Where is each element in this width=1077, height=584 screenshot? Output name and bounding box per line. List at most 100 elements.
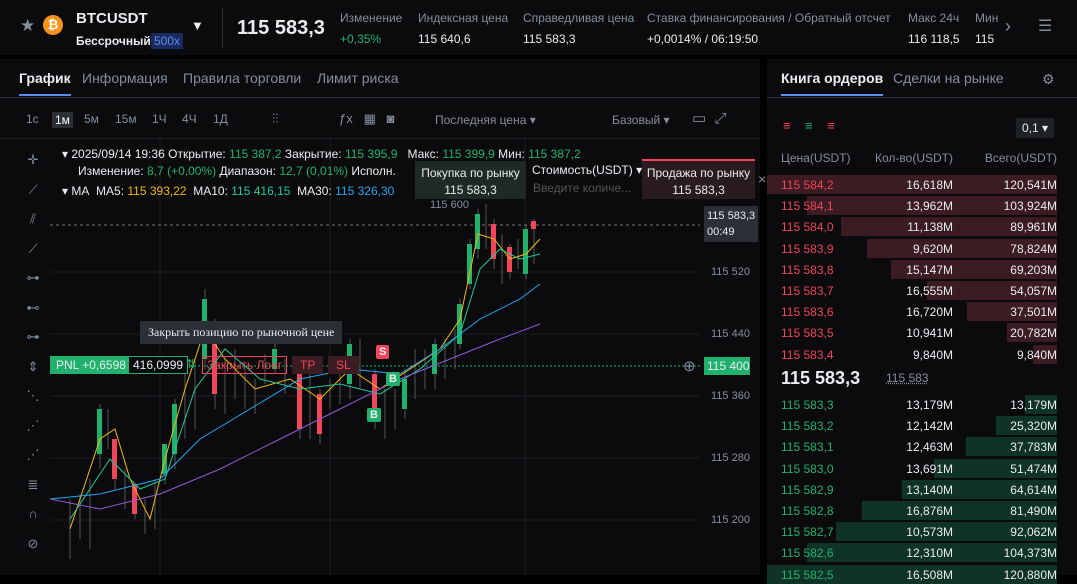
price-type-label: Последняя цена (435, 113, 527, 127)
market-sell[interactable]: Продажа по рынку 115 583,3 (642, 159, 755, 199)
value: 8,7 (+0,00%) (147, 164, 217, 178)
stat-label: Макс 24ч (908, 11, 960, 25)
close-long[interactable]: Закрыть Лонг (202, 356, 288, 374)
price-type[interactable]: Последняя цена ▾ (435, 113, 536, 127)
timeframe[interactable]: 5м (84, 112, 99, 126)
coin-icon: ₿ (43, 15, 63, 35)
value: 115 387,2 (229, 147, 282, 161)
ob-qty: 16,876M (906, 504, 953, 518)
scroll-right[interactable]: › (1005, 16, 1011, 36)
ob-price: 115 582,8 (781, 504, 834, 518)
indicator-icon[interactable]: ⫶⫶ (272, 111, 279, 126)
precision-value: 0,1 (1022, 121, 1039, 135)
ob-settings[interactable]: ⚙ (1042, 71, 1055, 87)
timeframe[interactable]: 4Ч (182, 112, 197, 126)
cost-select[interactable]: Стоимость(USDT) ▾ (532, 163, 643, 177)
price: 115 583,3 (672, 183, 725, 197)
timeframe[interactable]: 1Ч (152, 112, 167, 126)
close-quick[interactable]: × (758, 171, 767, 187)
view[interactable]: Базовый ▾ (612, 113, 670, 127)
depth-bar (867, 238, 1057, 258)
tab[interactable]: Правила торговли (183, 70, 302, 86)
depth-bar (806, 196, 1057, 216)
stat-label: Справедливая цена (523, 11, 635, 25)
tab[interactable]: График (19, 70, 71, 96)
ohlc-line: ▾ 2025/09/14 19:36 Открытие: 115 387,2 З… (62, 147, 581, 161)
precision[interactable]: 0,1 ▾ (1016, 118, 1055, 138)
label: Мин: (498, 147, 525, 161)
label: Стоимость(USDT) (532, 163, 633, 177)
market-buy[interactable]: Покупка по рынку 115 583,3 (415, 161, 526, 199)
order-book-panel: Книга ордеров Сделки на рынке ⚙ ≡ ≡ ≡ 0,1… (767, 59, 1077, 584)
timeframe[interactable]: 15м (115, 112, 137, 126)
axis-label: 115 280 (711, 452, 750, 464)
divider (0, 138, 760, 139)
settings[interactable]: ☰ (1038, 18, 1053, 35)
ob-price: 115 583,6 (781, 305, 834, 320)
timeframe[interactable]: 1м (52, 112, 73, 128)
ob-total: 64,614M (1010, 482, 1057, 497)
axis-label: 115 440 (711, 328, 750, 340)
qty-input[interactable]: Введите количе... (533, 181, 632, 195)
ob-price: 115 582,6 (781, 546, 834, 561)
depth-bar (933, 458, 1057, 478)
depth-bar (996, 416, 1057, 436)
ob-qty: 12,463M (906, 440, 953, 455)
value: 115 399,9 (442, 147, 495, 161)
tab[interactable]: Информация (82, 70, 168, 86)
divider (222, 8, 223, 48)
ob-qty: 11,138M (907, 220, 953, 235)
label: Покупка по рынку (421, 166, 520, 180)
depth-bar (840, 217, 1057, 237)
ob-total: 37,783M (1010, 440, 1057, 455)
ob-price: 115 583,4 (781, 347, 834, 362)
stat-value: 116 118,5 (908, 32, 960, 46)
favorite[interactable]: ★ (20, 16, 36, 35)
ob-qty: 12,142M (906, 419, 953, 434)
label: Открытие: (168, 147, 226, 161)
contract: Бессрочный (76, 34, 151, 48)
axis-label: 115 520 (711, 266, 750, 278)
drawing-tools[interactable]: ✛ ⟋ ⫽ ⟋ ⊶ ⊷ ⊶ ⇕ ⋱ ⋰ ⋰ ≣ ∩ ⊘ (26, 152, 40, 551)
ob-total: 103,924M (1003, 199, 1057, 214)
depth-bar (902, 479, 1057, 499)
depth-bar (966, 437, 1057, 457)
ob-tab[interactable]: Сделки на рынке (893, 70, 1004, 86)
ob-price: 115 583,9 (781, 241, 834, 256)
sell-marker: S (376, 345, 390, 359)
tp[interactable]: TP (292, 356, 324, 374)
ob-total: 9,840M (1016, 347, 1057, 362)
ob-qty: 15,147M (906, 262, 953, 277)
ob-price: 115 584,0 (781, 220, 834, 235)
layout-icons[interactable]: ▭ ⤢ (692, 110, 727, 127)
ob-total: 104,373M (1003, 546, 1057, 561)
ob-total: 51,474M (1010, 461, 1057, 476)
ob-price: 115 583,5 (781, 326, 834, 341)
depth-bar (1033, 344, 1057, 364)
tab[interactable]: Лимит риска (317, 70, 399, 86)
depth-bar (767, 175, 1057, 194)
ob-tab[interactable]: Книга ордеров (781, 70, 884, 96)
view-modes[interactable]: ≡ ≡ ≡ (783, 118, 835, 133)
timeframe[interactable]: 1Д (213, 112, 228, 126)
sl[interactable]: SL (328, 356, 359, 374)
chart-panel: График Информация Правила торговли Лимит ри… (0, 59, 766, 575)
label: Исполн. (351, 164, 396, 178)
value: 115 387,2 (528, 147, 581, 161)
ob-qty: 9,620M (912, 241, 953, 256)
value: 12,7 (0,01%) (279, 164, 349, 178)
timeframe[interactable]: 1с (26, 112, 39, 126)
ob-total: 25,320M (1010, 419, 1057, 434)
tool-icons[interactable]: ƒx ▦ ◙ (339, 111, 395, 126)
ob-total: 120,541M (1003, 178, 1057, 192)
dropdown[interactable]: ▼ (191, 18, 204, 33)
value: 115 326,30 (335, 184, 395, 198)
add-order[interactable]: ⊕ (683, 358, 696, 375)
stat-label: Индексная цена (418, 11, 509, 25)
stat-value: +0,35% (340, 32, 382, 46)
header: ★ ₿ BTCUSDT Бессрочный 500x ▼ 115 583,3 … (0, 0, 1077, 55)
depth-bar (890, 259, 1057, 279)
label: MA30: (297, 184, 332, 198)
label: MA (71, 184, 90, 198)
symbol[interactable]: BTCUSDT (76, 10, 148, 27)
